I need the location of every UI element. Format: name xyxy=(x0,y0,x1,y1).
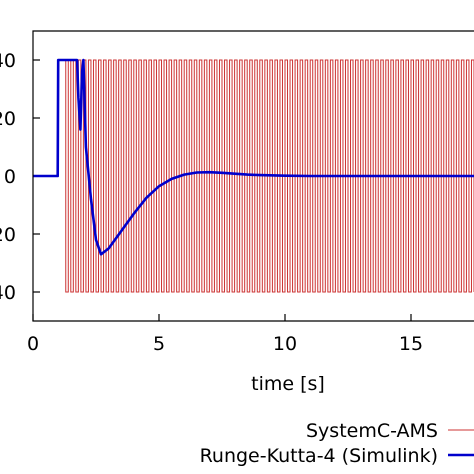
y-tick-label: 20 xyxy=(0,108,16,130)
y-tick-label: -40 xyxy=(0,282,16,304)
plot-frame xyxy=(32,30,474,322)
plot-area xyxy=(33,58,474,293)
x-tick-labels: 0 5 10 15 xyxy=(27,333,423,355)
y-tick-label: 0 xyxy=(4,166,16,188)
legend-label-systemc-ams: SystemC-AMS xyxy=(306,420,438,442)
y-tick-label: -20 xyxy=(0,224,16,246)
x-tick-label: 10 xyxy=(273,333,297,355)
x-tick-label: 0 xyxy=(27,333,39,355)
y-tick-labels: -40 -20 0 20 40 xyxy=(0,50,16,304)
series-runge-kutta-4-line xyxy=(33,58,474,256)
x-tick-label: 15 xyxy=(399,333,423,355)
legend: SystemC-AMS Runge-Kutta-4 (Simulink) xyxy=(200,420,474,467)
series-systemc-ams-line xyxy=(33,59,474,293)
y-tick-label: 40 xyxy=(0,50,16,72)
x-axis-label: time [s] xyxy=(251,373,325,395)
legend-label-runge-kutta-4: Runge-Kutta-4 (Simulink) xyxy=(200,445,438,467)
x-tick-label: 5 xyxy=(153,333,165,355)
